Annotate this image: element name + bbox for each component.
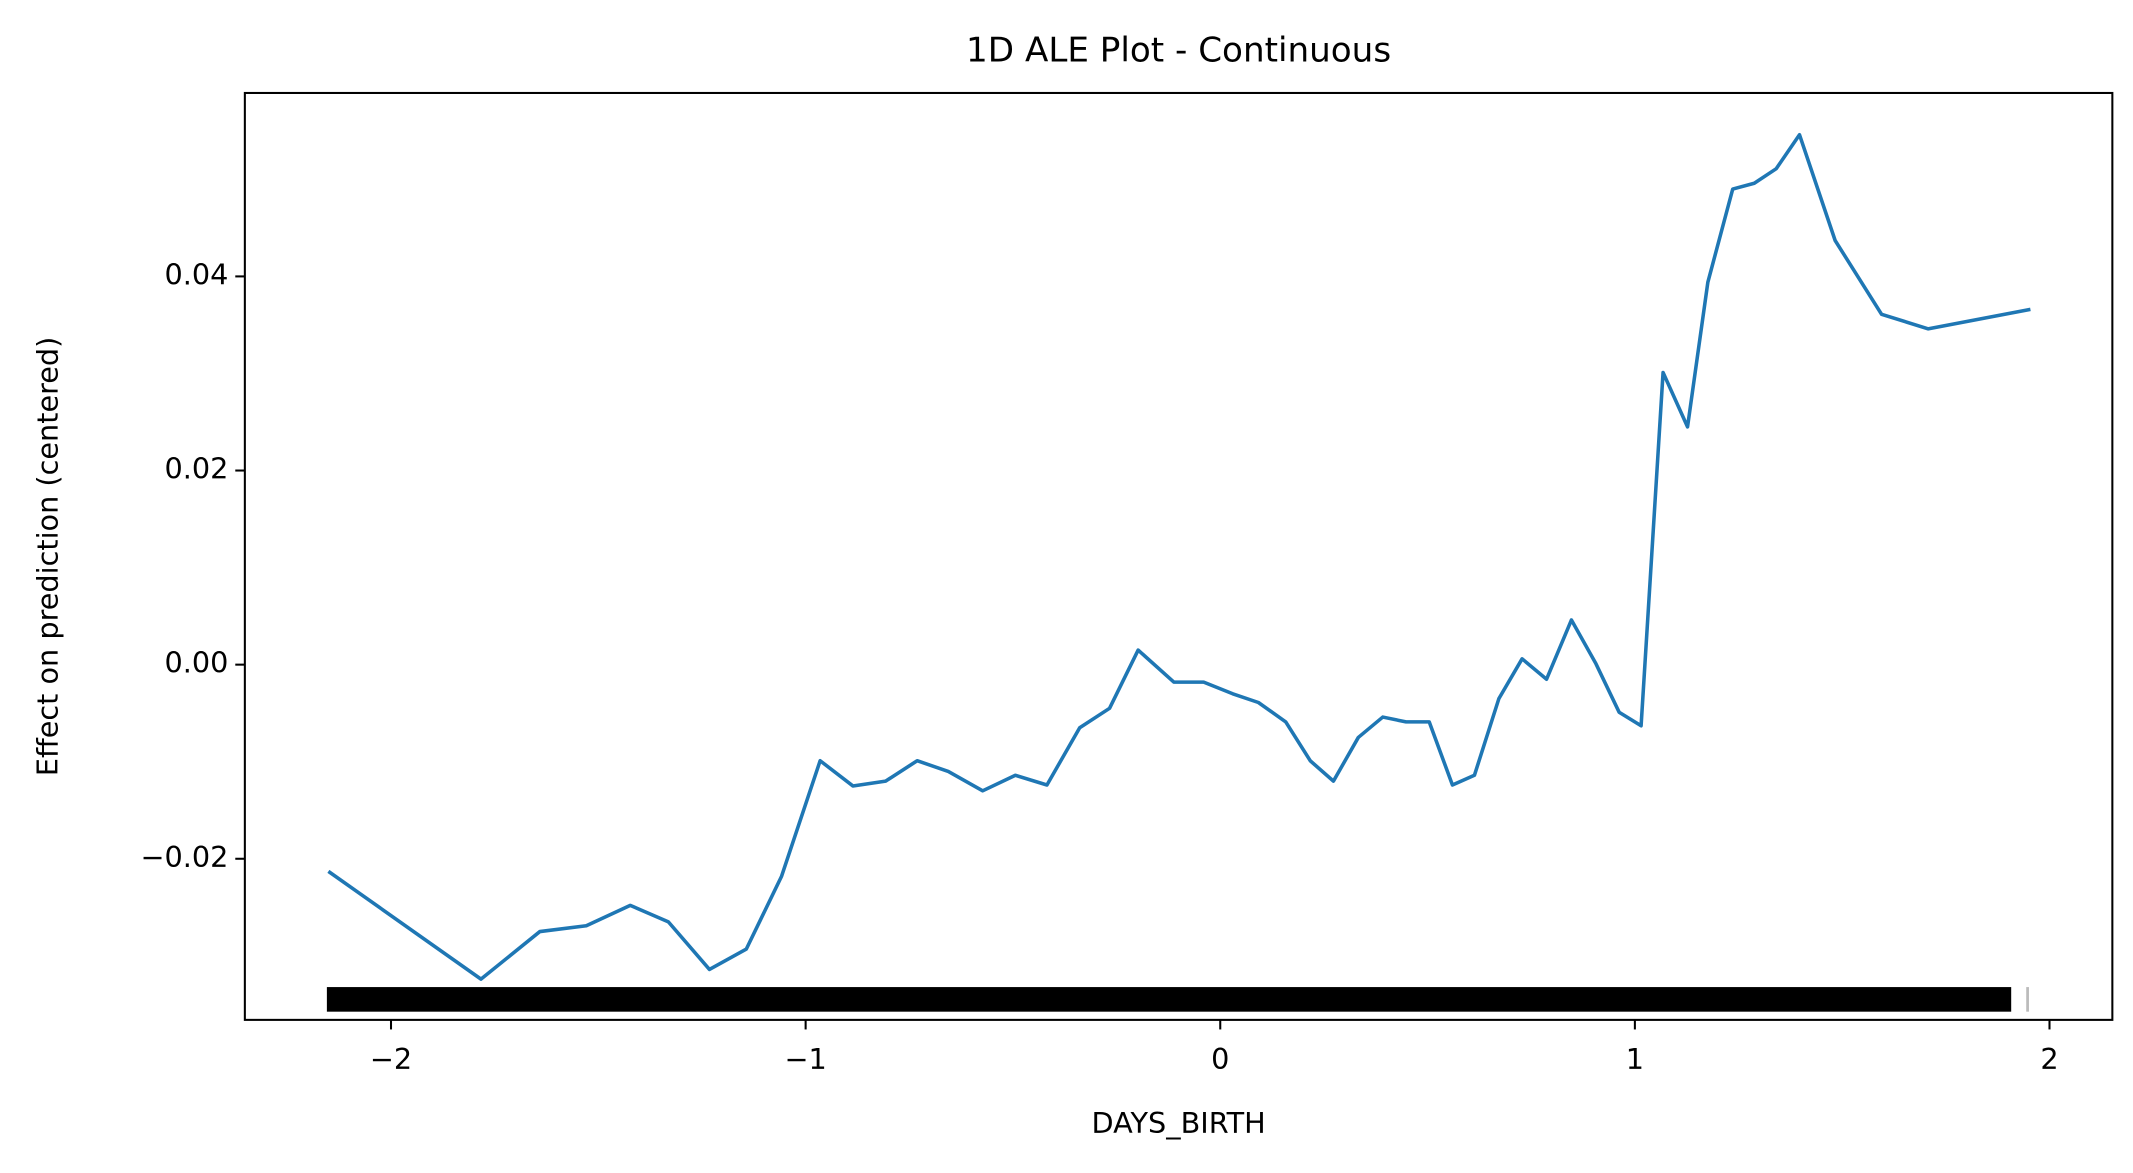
y-tick-label: 0.04 (165, 257, 229, 291)
rug (326, 987, 2029, 1012)
x-tick-label: −2 (370, 1042, 412, 1076)
y-tick-label: 0.02 (165, 452, 229, 486)
axes-frame (243, 91, 2114, 1021)
x-tick-label: 2 (2040, 1042, 2058, 1076)
line-series (327, 132, 2031, 981)
rug-band (326, 987, 2012, 1012)
x-tick-label: 1 (1626, 1042, 1644, 1076)
y-axis-label: Effect on prediction (centered) (30, 337, 64, 776)
y-tick-label: 0.00 (165, 646, 229, 680)
x-tick-label: −1 (784, 1042, 826, 1076)
x-tick-label: 0 (1211, 1042, 1229, 1076)
y-tick-label: −0.02 (141, 840, 229, 874)
x-axis-label: DAYS_BIRTH (1092, 1106, 1266, 1140)
chart-title: 1D ALE Plot - Continuous (966, 30, 1391, 70)
